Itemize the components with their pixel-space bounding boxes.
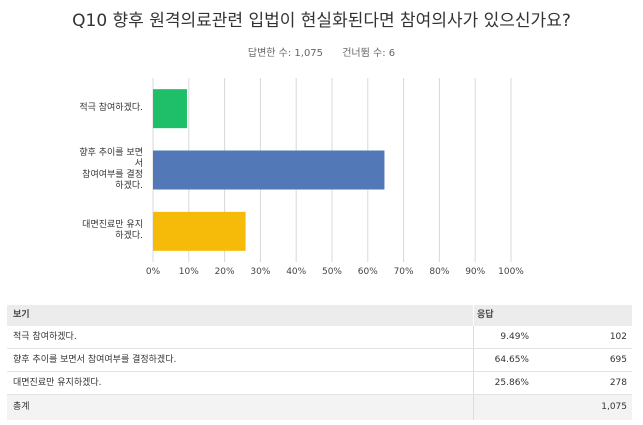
x-tick-label: 60% — [358, 267, 378, 277]
category-label: 대면진료만 유지 하겠다. — [82, 220, 143, 242]
response-summary: 답변한 수: 1,075 건너뜀 수: 6 — [0, 44, 643, 59]
x-tick-label: 90% — [465, 267, 485, 277]
skipped-count: 건너뜀 수: 6 — [342, 48, 396, 59]
question-title: Q10 향후 원격의료관련 입법이 현실화된다면 참여의사가 있으신가요? — [72, 11, 571, 31]
table-row: 향후 추이를 보면서 참여여부를 결정하겠다. 64.65% 695 — [7, 349, 632, 372]
bar — [153, 150, 385, 190]
header-response: 응답 — [477, 310, 494, 320]
row-count: 695 — [609, 355, 627, 365]
bar — [153, 211, 246, 251]
x-tick-label: 20% — [215, 267, 235, 277]
answered-count: 답변한 수: 1,075 — [247, 48, 324, 59]
table-total-row: 총계 1,075 — [7, 395, 632, 420]
x-tick-label: 50% — [322, 267, 342, 277]
x-tick-label: 100% — [498, 267, 524, 277]
row-label: 적극 참여하겠다. — [13, 332, 77, 342]
table-header-row: 보기 응답 — [7, 305, 632, 326]
total-count: 1,075 — [601, 402, 627, 412]
bar — [153, 89, 187, 129]
row-count: 102 — [609, 332, 627, 342]
x-tick-label: 10% — [179, 267, 199, 277]
header-option: 보기 — [13, 310, 30, 320]
x-tick-label: 70% — [394, 267, 414, 277]
x-tick-label: 40% — [286, 267, 306, 277]
row-count: 278 — [609, 378, 627, 388]
category-label: 향후 추이를 보면 서 참여여부를 결정 하겠다. — [79, 148, 143, 191]
results-table: 보기 응답 적극 참여하겠다. 9.49% 102 향후 추이를 보면서 참여여… — [7, 305, 632, 420]
row-percent: 64.65% — [494, 355, 529, 365]
x-tick-label: 30% — [250, 267, 270, 277]
category-label: 적극 참여하겠다. — [79, 103, 143, 114]
table-row: 적극 참여하겠다. 9.49% 102 — [7, 326, 632, 349]
total-label: 총계 — [13, 402, 30, 412]
bar-chart: 0% 10% 20% 30% 40% 50% 60% 70% 80% 90% 100% — [146, 78, 524, 277]
table-row: 대면진료만 유지하겠다. 25.86% 278 — [7, 372, 632, 395]
x-tick-label: 80% — [429, 267, 449, 277]
row-percent: 9.49% — [500, 332, 529, 342]
row-label: 대면진료만 유지하겠다. — [13, 378, 102, 388]
x-tick-label: 0% — [146, 267, 161, 277]
row-percent: 25.86% — [494, 378, 529, 388]
row-label: 향후 추이를 보면서 참여여부를 결정하겠다. — [13, 355, 177, 365]
